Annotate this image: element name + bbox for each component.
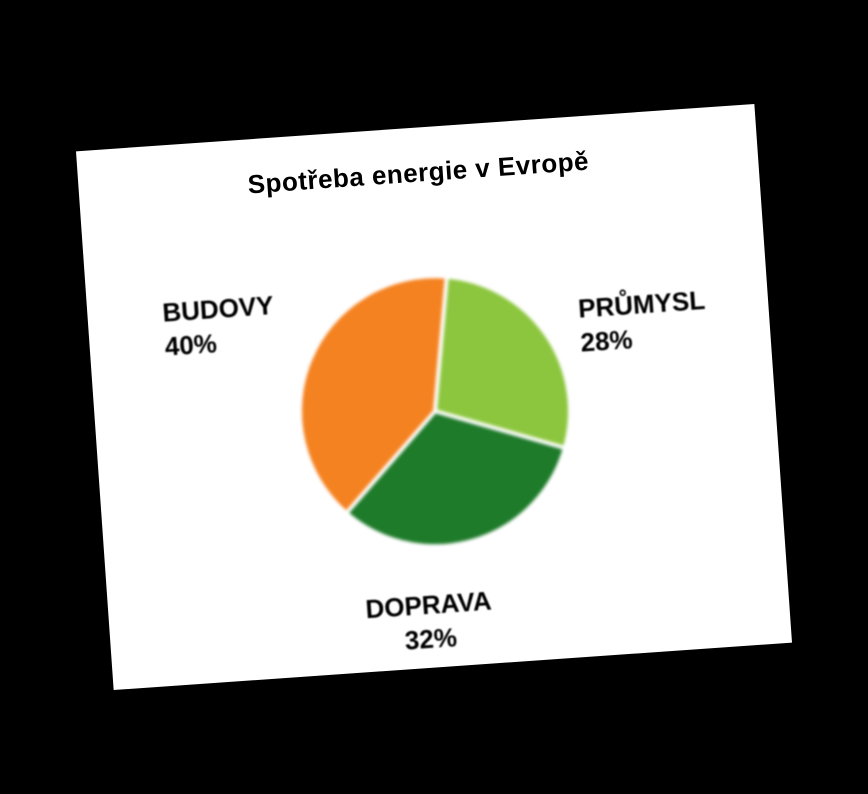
chart-area: PRŮMYSL28% DOPRAVA32% BUDOVY40% [102, 186, 771, 670]
pie-svg [286, 262, 585, 561]
pie-chart [286, 262, 585, 566]
slice-label-průmysl: PRŮMYSL28% [577, 284, 709, 360]
chart-card: Spotřeba energie v Evropě PRŮMYSL28%DOPR… [76, 104, 792, 690]
slice-label-percent: 40% [164, 323, 277, 364]
slice-label-doprava: DOPRAVA32% [364, 585, 495, 661]
slice-label-budovy: BUDOVY40% [161, 289, 277, 364]
